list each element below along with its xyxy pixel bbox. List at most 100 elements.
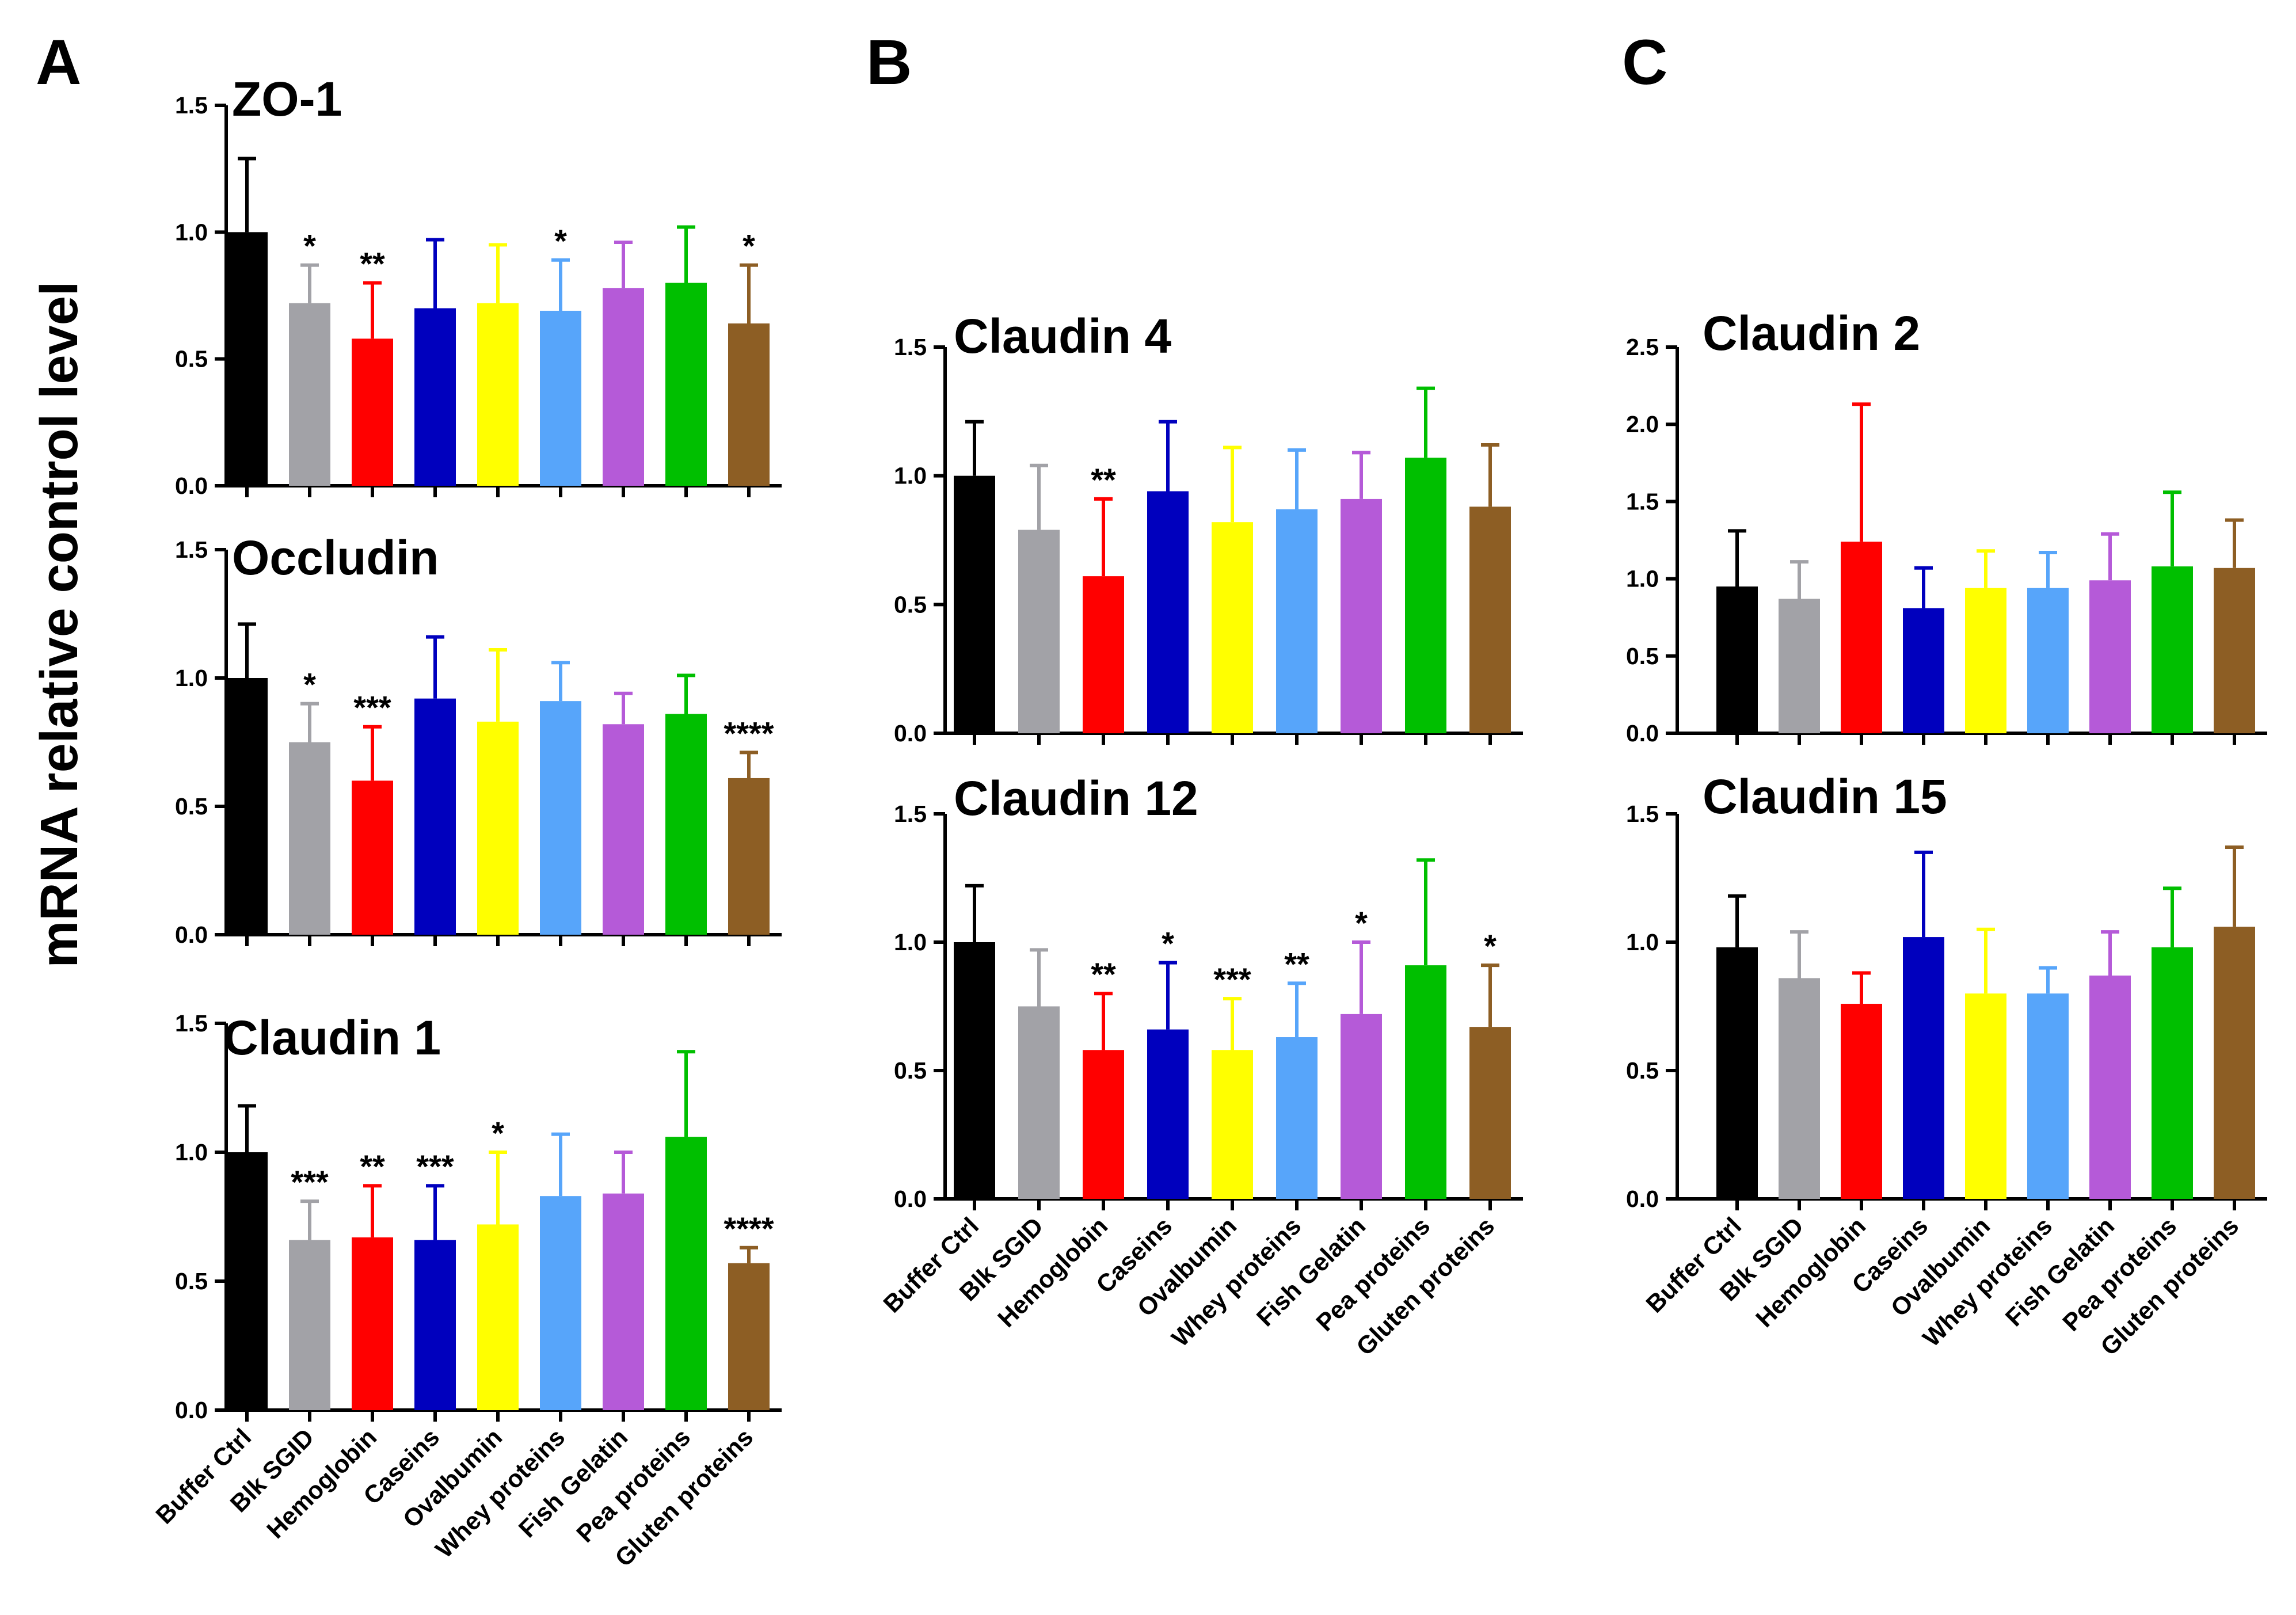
bar-pea-proteins bbox=[665, 1137, 707, 1410]
bar-whey-proteins bbox=[540, 1196, 581, 1410]
category-label: Hemoglobin bbox=[261, 1423, 382, 1544]
significance-marker: **** bbox=[724, 715, 774, 751]
bar-gluten-proteins bbox=[728, 323, 770, 486]
bar-caseins bbox=[1903, 937, 1944, 1199]
bar-pea-proteins bbox=[665, 283, 707, 486]
chart-claudin-4: Claudin 4 0.0 0.5 1.0 1.5 ** bbox=[894, 309, 1523, 746]
bar-fish-gelatin bbox=[1341, 498, 1382, 733]
bar-hemoglobin bbox=[352, 338, 393, 486]
significance-marker: *** bbox=[1213, 961, 1251, 997]
bar-ovalbumin bbox=[477, 1224, 519, 1410]
y-tick-label: 1.0 bbox=[894, 463, 927, 489]
bar-blk-sgid bbox=[289, 1240, 330, 1410]
chart-title: Claudin 15 bbox=[1703, 770, 1947, 824]
bar-blk-sgid bbox=[289, 303, 330, 486]
significance-marker: *** bbox=[353, 690, 391, 726]
y-tick-label: 1.0 bbox=[1626, 929, 1659, 955]
significance-marker: * bbox=[1484, 928, 1497, 964]
bar-buffer-ctrl bbox=[954, 942, 995, 1199]
bar-caseins bbox=[1147, 491, 1189, 733]
bar-pea-proteins bbox=[1405, 458, 1446, 733]
significance-marker: ** bbox=[360, 245, 385, 281]
bar-hemoglobin bbox=[352, 1237, 393, 1410]
y-tick-label: 1.5 bbox=[894, 334, 927, 360]
bar-buffer-ctrl bbox=[226, 232, 268, 486]
bar-gluten-proteins bbox=[728, 778, 770, 935]
bar-ovalbumin bbox=[1965, 993, 2006, 1199]
bar-whey-proteins bbox=[2027, 993, 2069, 1199]
bar-whey-proteins bbox=[1276, 509, 1318, 733]
bar-blk-sgid bbox=[1779, 978, 1820, 1199]
y-tick-label: 0.0 bbox=[175, 921, 208, 948]
bar-gluten-proteins bbox=[1469, 506, 1511, 733]
bar-whey-proteins bbox=[1276, 1037, 1318, 1199]
bar-ovalbumin bbox=[477, 721, 519, 935]
y-tick-label: 0.0 bbox=[175, 473, 208, 499]
significance-marker: *** bbox=[291, 1164, 329, 1200]
category-label: Pea proteins bbox=[1311, 1212, 1436, 1336]
significance-marker: ** bbox=[360, 1148, 385, 1184]
bar-gluten-proteins bbox=[2214, 927, 2255, 1199]
bar-gluten-proteins bbox=[1469, 1027, 1511, 1199]
y-tick-label: 1.5 bbox=[175, 92, 208, 119]
y-tick-label: 1.5 bbox=[894, 801, 927, 827]
y-tick-label: 0.5 bbox=[175, 793, 208, 820]
y-tick-label: 1.5 bbox=[175, 1010, 208, 1037]
bar-buffer-ctrl bbox=[1716, 586, 1758, 733]
bar-fish-gelatin bbox=[1341, 1014, 1382, 1199]
bar-caseins bbox=[414, 698, 456, 935]
bar-hemoglobin bbox=[1841, 542, 1882, 733]
bar-fish-gelatin bbox=[603, 724, 644, 935]
bar-buffer-ctrl bbox=[226, 1152, 268, 1410]
y-axis-label: mRNA relative control level bbox=[30, 281, 89, 968]
y-tick-label: 2.0 bbox=[1626, 411, 1659, 437]
y-tick-label: 1.0 bbox=[175, 219, 208, 245]
significance-marker: ** bbox=[1284, 946, 1309, 982]
y-tick-label: 0.5 bbox=[1626, 1057, 1659, 1084]
panel-letter-b: B bbox=[866, 27, 912, 98]
significance-marker: * bbox=[554, 223, 567, 259]
bar-blk-sgid bbox=[1018, 530, 1060, 733]
bar-blk-sgid bbox=[1018, 1006, 1060, 1199]
chart-title: Occludin bbox=[232, 531, 439, 585]
bar-fish-gelatin bbox=[603, 288, 644, 486]
panel-letter-a: A bbox=[36, 27, 81, 98]
category-label: Buffer Ctrl bbox=[878, 1212, 984, 1318]
y-tick-label: 0.5 bbox=[894, 1057, 927, 1084]
bar-whey-proteins bbox=[540, 701, 581, 935]
significance-marker: * bbox=[303, 666, 316, 703]
bar-ovalbumin bbox=[1212, 1050, 1253, 1199]
y-tick-label: 0.5 bbox=[894, 591, 927, 618]
y-tick-label: 0.0 bbox=[894, 720, 927, 746]
y-tick-label: 0.0 bbox=[175, 1397, 208, 1423]
bar-caseins bbox=[414, 308, 456, 486]
y-tick-label: 1.0 bbox=[1626, 566, 1659, 592]
bar-caseins bbox=[1147, 1029, 1189, 1199]
bar-ovalbumin bbox=[477, 303, 519, 486]
bar-gluten-proteins bbox=[728, 1263, 770, 1410]
bar-pea-proteins bbox=[2152, 947, 2193, 1199]
category-label: Fish Gelatin bbox=[513, 1423, 633, 1543]
significance-marker: * bbox=[1355, 905, 1368, 941]
bar-blk-sgid bbox=[289, 742, 330, 935]
bar-fish-gelatin bbox=[2089, 580, 2131, 733]
bar-hemoglobin bbox=[352, 780, 393, 935]
y-tick-label: 1.0 bbox=[175, 665, 208, 691]
y-tick-label: 1.0 bbox=[894, 929, 927, 955]
chart-zo1: ZO-10.00.51.01.5* *** * bbox=[175, 72, 782, 499]
bar-buffer-ctrl bbox=[954, 475, 995, 733]
chart-title: Claudin 4 bbox=[954, 309, 1171, 363]
chart-claudin-2: Claudin 2 0.0 0.5 1.0 1.5 2.0 2.5 bbox=[1626, 306, 2267, 746]
y-tick-label: 0.0 bbox=[894, 1186, 927, 1212]
chart-title: Claudin 12 bbox=[954, 771, 1198, 825]
bar-blk-sgid bbox=[1779, 599, 1820, 733]
y-tick-label: 2.5 bbox=[1626, 334, 1659, 360]
y-tick-label: 0.5 bbox=[175, 346, 208, 372]
y-tick-label: 1.5 bbox=[1626, 488, 1659, 515]
bar-pea-proteins bbox=[2152, 566, 2193, 733]
chart-title: Claudin 1 bbox=[223, 1011, 441, 1065]
